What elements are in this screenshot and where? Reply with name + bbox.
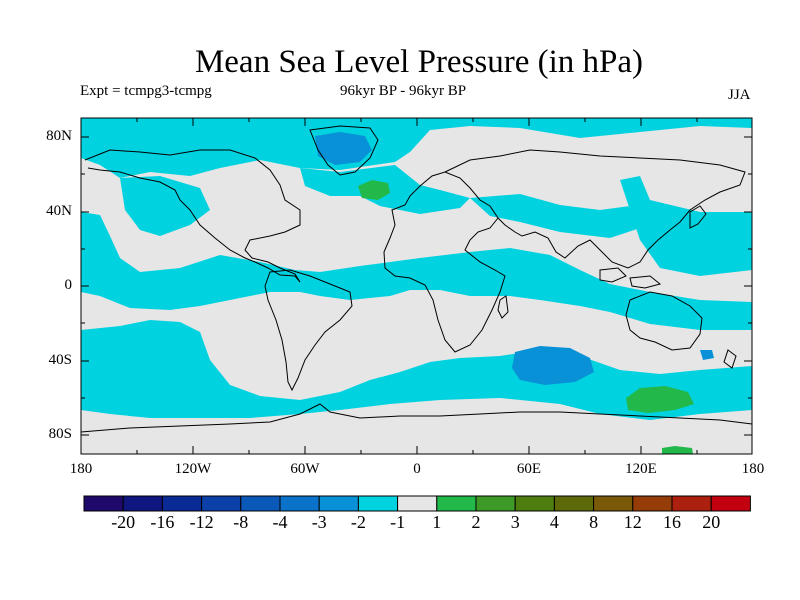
greenland-low — [315, 132, 372, 165]
south-america-coast — [264, 269, 353, 392]
longitude-ticks — [136, 118, 698, 454]
lon-label-60e: 60E — [516, 461, 542, 477]
colorbar-label: -1 — [390, 512, 406, 532]
greenland-coast — [309, 125, 379, 176]
iceland-high — [358, 180, 390, 200]
lat-label-80n: 80N — [46, 128, 72, 144]
colorbar-label: 1 — [432, 512, 442, 532]
europe-africa-coast — [383, 171, 506, 353]
maritime-continent-coast — [599, 267, 662, 289]
lon-label-120w: 120W — [174, 461, 212, 477]
lon-label-60w: 60W — [290, 461, 320, 477]
experiment-label: Expt = tcmpg3-tcmpg — [80, 83, 212, 99]
lat-label-0: 0 — [64, 277, 73, 293]
lat-label-40s: 40S — [48, 352, 72, 368]
colorbar-box — [201, 495, 242, 512]
colorbar-label: 3 — [510, 512, 520, 532]
colorbar-box — [397, 495, 438, 512]
australia-coast — [625, 291, 703, 351]
anomaly-fields — [81, 118, 752, 454]
latitude-ticks — [81, 136, 752, 436]
colorbar-box — [593, 495, 634, 512]
colorbar-label: 2 — [471, 512, 481, 532]
lon-label-180w: 180 — [69, 461, 93, 477]
new-zealand-coast — [723, 349, 737, 369]
southern-ocean-high — [626, 386, 694, 413]
map-title: Mean Sea Level Pressure (in hPa) — [194, 44, 644, 80]
colorbar-label: 8 — [589, 512, 599, 532]
japan-coast — [689, 205, 707, 229]
north-pacific-negative-region — [120, 176, 210, 236]
lon-label-0: 0 — [413, 461, 421, 477]
colorbar-box — [632, 495, 673, 512]
colorbar-label: 16 — [663, 512, 681, 532]
coastlines — [81, 125, 752, 433]
tasman-low — [700, 350, 714, 360]
season-label: JJA — [728, 87, 751, 103]
colorbar-box — [710, 495, 751, 512]
lon-label-120e: 120E — [625, 461, 657, 477]
lon-label-180e: 180 — [741, 461, 765, 477]
colorbar-box — [357, 495, 399, 512]
positive-anomaly-regions — [358, 180, 694, 454]
west-pacific-negative-region — [620, 176, 752, 276]
colorbar-box — [436, 495, 477, 512]
colorbar-box — [279, 495, 320, 512]
negative-anomaly-regions — [81, 118, 752, 420]
southern-ocean-negative-region — [81, 320, 752, 420]
colorbar-box — [553, 495, 595, 512]
colorbar-label: 4 — [549, 512, 559, 532]
colorbar-label: -8 — [233, 512, 249, 532]
colorbar-box — [671, 495, 712, 512]
asia-coast — [444, 149, 746, 269]
colorbar-box — [514, 495, 555, 512]
south-indian-low — [512, 346, 594, 385]
colorbar-label: -4 — [272, 512, 288, 532]
colorbar-label: -16 — [150, 512, 175, 532]
colorbar-label: 20 — [702, 512, 721, 532]
north-america-coast — [84, 149, 301, 283]
colorbar-label: -20 — [111, 512, 136, 532]
colorbar-box — [161, 495, 203, 512]
colorbar-label: -2 — [350, 512, 366, 532]
colorbar — [83, 495, 751, 512]
colorbar-box — [318, 495, 359, 512]
colorbar-label: -12 — [189, 512, 214, 532]
arctic-negative-region — [81, 118, 752, 178]
colorbar-box — [83, 495, 124, 512]
lat-label-80s: 80S — [48, 426, 72, 442]
mid-negative-regions — [315, 132, 714, 385]
eurasia-negative-region — [470, 194, 640, 238]
colorbar-box — [122, 495, 163, 512]
antarctica-coast — [81, 403, 752, 433]
colorbar-label: -3 — [311, 512, 327, 532]
colorbar-label: 12 — [623, 512, 642, 532]
antarctic-high — [662, 446, 693, 454]
east-pacific-negative-region — [81, 212, 752, 330]
colorbar-box — [475, 495, 516, 512]
period-label: 96kyr BP - 96kyr BP — [340, 83, 467, 99]
lat-label-40n: 40N — [46, 203, 72, 219]
colorbar-box — [240, 495, 281, 512]
madagascar-coast — [497, 295, 509, 319]
